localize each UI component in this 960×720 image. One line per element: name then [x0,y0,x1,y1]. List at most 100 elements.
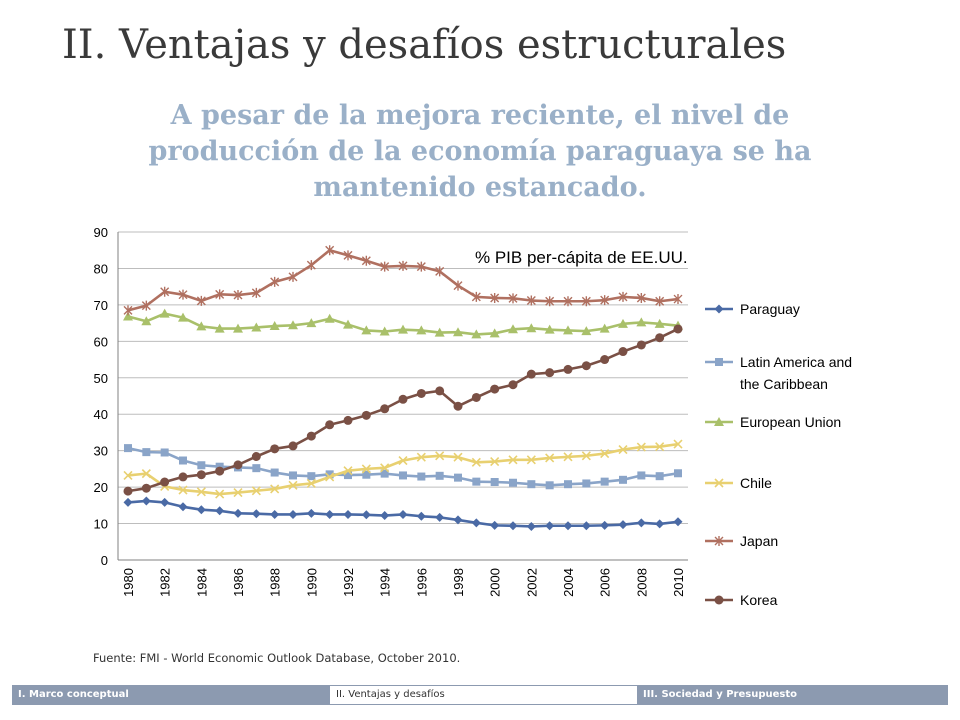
y-tick-label: 70 [94,298,108,313]
data-point [380,261,390,272]
legend-entry: Latin America and the Caribbean [705,354,852,392]
data-point [618,318,628,328]
data-point [563,521,573,531]
data-point [435,266,445,277]
data-point [489,328,500,338]
legend-label: Korea [740,592,778,608]
y-tick-label: 0 [101,553,108,568]
footer-nav: I. Marco conceptual II. Ventajas y desaf… [12,685,948,705]
data-point [252,464,261,473]
data-point [160,286,170,297]
data-point [270,509,280,519]
data-point [508,521,518,531]
data-point [545,453,555,463]
chart-series [123,245,683,531]
data-point [471,518,481,528]
data-point [435,386,445,396]
data-point [655,333,665,343]
data-point [545,368,555,378]
data-point [490,520,500,530]
data-point [362,470,371,479]
data-point [673,517,683,527]
legend-label: Japan [740,533,778,549]
data-point [361,410,371,420]
data-point [544,324,555,334]
data-point [324,313,335,323]
data-point [233,460,243,470]
data-point [490,478,499,487]
legend-label: Latin America and the Caribbean [740,354,852,392]
data-point [581,451,591,461]
x-tick-label: 2006 [598,568,613,597]
data-point [233,488,243,498]
footer-item-sociedad-presupuesto[interactable]: III. Sociedad y Presupuesto [643,689,797,700]
data-point [289,471,297,480]
data-point [215,489,225,499]
data-point [215,466,225,476]
y-tick-label: 50 [94,371,108,386]
data-point [673,439,683,449]
data-point [398,455,408,466]
data-point [435,512,445,522]
data-point [196,295,206,306]
data-point [453,515,463,525]
data-point [251,322,262,332]
data-point [471,291,481,302]
data-point [123,470,133,481]
data-point [343,466,353,476]
data-point [508,380,518,390]
data-point [673,294,683,305]
data-point [344,471,352,480]
series-chile [123,439,683,499]
data-point [453,401,463,411]
data-point [714,536,724,546]
data-point [178,312,188,322]
footer-item-ventajas-desafios[interactable]: II. Ventajas y desafíos [330,686,637,704]
data-point [159,308,170,318]
data-point [325,509,335,519]
data-point [288,509,298,519]
data-point [288,441,298,451]
data-point [196,321,207,331]
data-point [141,469,151,479]
data-point [379,326,390,336]
data-point [251,287,261,298]
data-point [215,506,225,516]
y-tick-label: 90 [94,225,108,240]
data-point [160,448,169,457]
data-point [714,417,724,426]
x-tick-label: 1990 [304,568,319,597]
data-point [307,472,316,481]
data-point [435,451,445,461]
data-point [306,260,316,271]
data-point [361,464,371,474]
footer-item-marco-conceptual[interactable]: I. Marco conceptual [18,689,129,700]
data-point [399,471,407,480]
data-point [325,470,334,479]
data-point [636,317,647,327]
data-point [581,521,591,531]
chart-annotation: % PIB per-cápita de EE.UU. [475,248,688,267]
data-point [196,487,206,497]
data-point [197,461,206,470]
data-point [141,300,151,311]
data-point [361,255,371,266]
data-point [581,361,591,371]
data-point [380,463,390,473]
data-point [361,325,372,335]
data-point [270,484,280,494]
data-point [618,347,628,357]
data-point [124,444,132,453]
data-point [508,293,518,304]
line-chart: 0 10 20 30 40 50 60 70 80 90 1980 1982 1984 1986 1988 1… [94,225,853,608]
x-tick-label: 1998 [451,568,466,597]
data-point [655,519,665,529]
data-point [714,478,724,488]
data-point [380,404,390,414]
data-point [123,305,133,316]
data-point [179,456,187,465]
data-point [270,444,280,454]
x-tick-label: 1984 [194,568,209,597]
legend-entry: Chile [705,475,772,491]
data-point [178,485,188,495]
